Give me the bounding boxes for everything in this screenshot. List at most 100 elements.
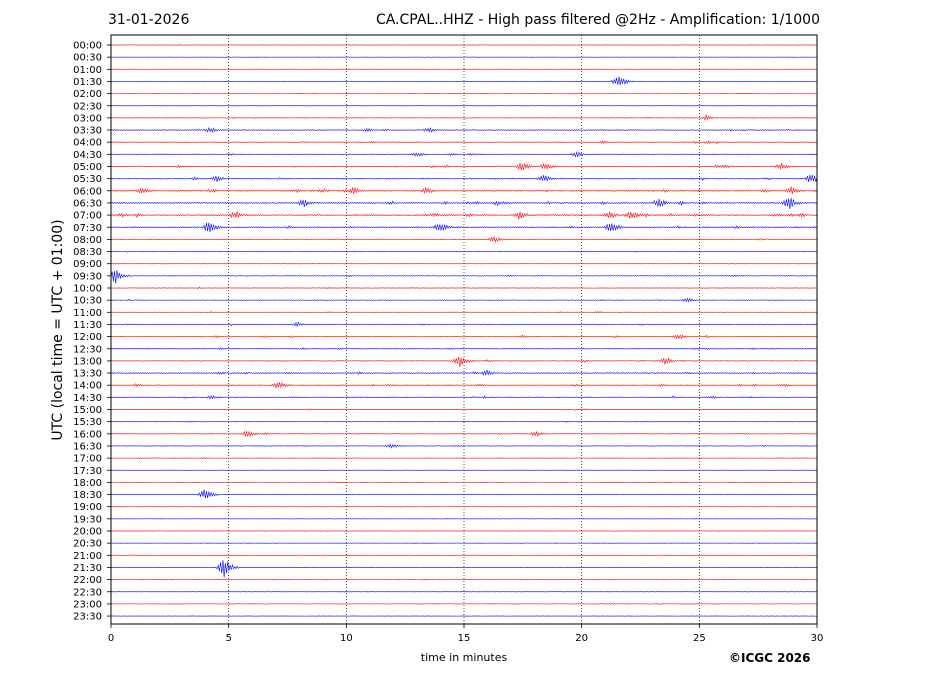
- trace-1630: [110, 443, 818, 449]
- trace-0330: [110, 126, 818, 134]
- date-label: 31-01-2026: [108, 12, 190, 28]
- y-tick-label: 19:00: [73, 502, 102, 513]
- trace-1430: [110, 395, 818, 400]
- y-tick-label: 15:00: [73, 405, 102, 416]
- y-tick-label: 03:30: [73, 126, 102, 137]
- x-tick-label: 20: [575, 633, 588, 644]
- y-tick-label: 12:30: [73, 344, 102, 355]
- trace-2000: [110, 530, 818, 532]
- trace-2130: [110, 560, 818, 578]
- trace-1130: [110, 321, 818, 328]
- trace-0300: [110, 114, 818, 121]
- y-tick-label: 20:30: [73, 539, 102, 550]
- chart-title: CA.CPAL..HHZ - High pass filtered @2Hz -…: [375, 12, 820, 28]
- trace-1230: [110, 347, 818, 351]
- trace-1700: [110, 456, 818, 460]
- trace-1400: [110, 382, 818, 390]
- y-tick-label: 05:30: [73, 174, 102, 185]
- y-tick-label: 07:00: [73, 211, 102, 222]
- trace-0500: [110, 162, 818, 171]
- trace-0930: [110, 269, 818, 284]
- trace-2030: [110, 542, 818, 544]
- x-tick-label: 15: [458, 633, 471, 644]
- trace-1030: [110, 297, 818, 303]
- y-tick-label: 06:00: [73, 186, 102, 197]
- trace-0700: [110, 211, 818, 220]
- y-tick-label: 02:00: [73, 89, 102, 100]
- trace-0100: [110, 68, 818, 71]
- y-tick-label: 03:00: [73, 113, 102, 124]
- x-tick-label: 10: [340, 633, 353, 644]
- trace-1330: [110, 369, 818, 376]
- trace-1800: [110, 481, 818, 484]
- trace-1530: [110, 420, 818, 423]
- trace-0400: [110, 140, 818, 145]
- trace-0600: [110, 186, 818, 194]
- y-tick-label: 09:00: [73, 259, 102, 270]
- y-tick-label: 19:30: [73, 514, 102, 525]
- trace-0900: [110, 262, 818, 265]
- trace-rows: [110, 44, 818, 617]
- y-tick-label: 00:30: [73, 53, 102, 64]
- trace-1930: [110, 518, 818, 520]
- y-tick-label: 04:30: [73, 150, 102, 161]
- y-tick-label: 04:00: [73, 138, 102, 149]
- y-tick-label: 08:00: [73, 235, 102, 246]
- trace-2200: [110, 578, 818, 581]
- x-tick-label: 25: [693, 633, 706, 644]
- trace-2100: [110, 554, 818, 556]
- trace-0030: [110, 56, 818, 58]
- y-tick-label: 22:30: [73, 587, 102, 598]
- y-tick-label: 10:00: [73, 284, 102, 295]
- y-tick-label: 21:30: [73, 563, 102, 574]
- trace-1000: [110, 286, 818, 290]
- trace-0430: [110, 151, 818, 158]
- trace-1900: [110, 506, 818, 508]
- y-tick-label: 22:00: [73, 575, 102, 586]
- trace-1730: [110, 469, 818, 471]
- y-tick-label: 21:00: [73, 551, 102, 562]
- y-tick-label: 18:30: [73, 490, 102, 501]
- y-tick-label: 01:30: [73, 77, 102, 88]
- trace-1500: [110, 408, 818, 411]
- y-tick-label: 17:00: [73, 454, 102, 465]
- y-tick-label: 00:00: [73, 41, 102, 52]
- x-axis-ticks: 0 5 10 15 20 25 30: [108, 624, 824, 644]
- y-tick-label: 17:30: [73, 466, 102, 477]
- trace-0830: [110, 250, 818, 253]
- trace-0000: [110, 44, 818, 46]
- y-tick-label: 12:00: [73, 332, 102, 343]
- y-tick-label: 16:30: [73, 441, 102, 452]
- trace-2230: [110, 590, 818, 593]
- y-tick-label: 23:00: [73, 599, 102, 610]
- trace-0800: [110, 236, 818, 244]
- y-tick-label: 11:30: [73, 320, 102, 331]
- trace-1830: [110, 489, 818, 499]
- trace-1200: [110, 334, 818, 340]
- y-tick-label: 07:30: [73, 223, 102, 234]
- grid-lines: [228, 35, 700, 624]
- y-tick-label: 01:00: [73, 65, 102, 76]
- trace-2330: [110, 615, 818, 617]
- x-tick-label: 5: [225, 633, 231, 644]
- trace-1100: [110, 311, 818, 314]
- trace-0530: [110, 174, 818, 182]
- y-tick-label: 18:00: [73, 478, 102, 489]
- x-axis-title: time in minutes: [420, 651, 508, 664]
- x-tick-label: 30: [811, 633, 824, 644]
- y-tick-label: 02:30: [73, 101, 102, 112]
- y-tick-label: 11:00: [73, 308, 102, 319]
- y-tick-label: 13:30: [73, 369, 102, 380]
- trace-0730: [110, 222, 818, 232]
- y-axis-title: UTC (local time = UTC + 01:00): [50, 219, 66, 441]
- y-tick-label: 05:00: [73, 162, 102, 173]
- y-tick-label: 13:00: [73, 356, 102, 367]
- trace-0130: [110, 76, 818, 86]
- trace-1300: [110, 356, 818, 367]
- y-tick-label: 16:00: [73, 429, 102, 440]
- copyright-label: ©ICGC 2026: [729, 651, 811, 665]
- trace-0230: [110, 105, 818, 107]
- y-tick-label: 08:30: [73, 247, 102, 258]
